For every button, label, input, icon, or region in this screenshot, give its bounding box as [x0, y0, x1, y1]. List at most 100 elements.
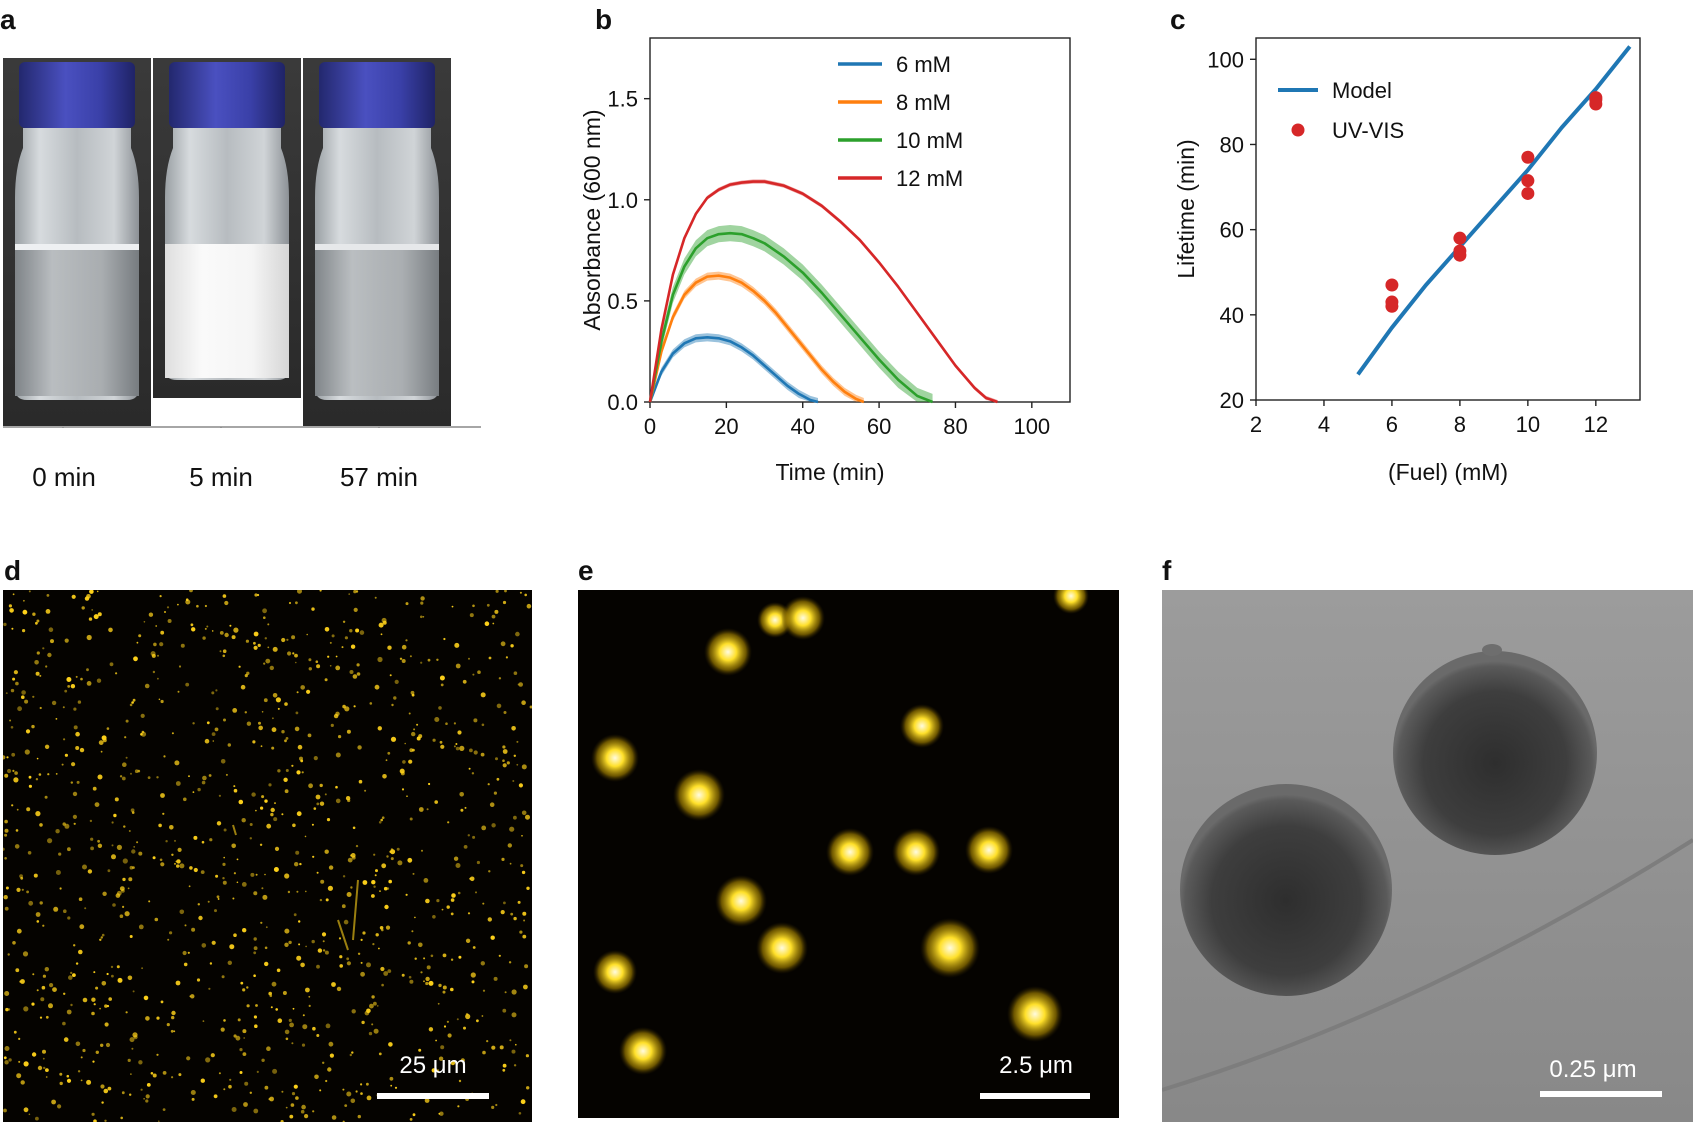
dot	[73, 822, 76, 825]
dot	[26, 890, 29, 894]
dot	[225, 773, 228, 776]
dot	[12, 769, 15, 772]
dot	[131, 849, 136, 854]
dot	[253, 645, 258, 650]
dot	[235, 1035, 241, 1041]
dot	[71, 594, 76, 599]
dot	[428, 1027, 434, 1032]
dot	[438, 1056, 444, 1061]
dot	[219, 631, 224, 635]
dot	[92, 786, 97, 791]
dot	[329, 665, 332, 667]
vial-label-2: 57 min	[339, 462, 419, 492]
dot	[468, 657, 470, 660]
dot	[295, 661, 297, 664]
dot	[521, 835, 523, 837]
dot	[52, 987, 57, 992]
dot	[351, 1051, 354, 1054]
dot	[67, 847, 71, 852]
dot	[349, 1053, 352, 1057]
dot	[23, 1107, 29, 1113]
dot	[72, 791, 78, 797]
dot	[312, 1026, 316, 1031]
dot	[47, 773, 50, 776]
legend-label-model: Model	[1332, 78, 1392, 103]
dot	[202, 636, 206, 640]
dot	[134, 769, 139, 773]
dot	[267, 623, 270, 626]
dot	[166, 1023, 170, 1027]
dot	[420, 661, 423, 664]
dot	[525, 1054, 530, 1058]
dot	[377, 726, 382, 731]
dot	[148, 900, 151, 903]
dot	[93, 971, 96, 974]
dot	[240, 684, 246, 690]
dot	[322, 940, 325, 943]
dot	[153, 642, 157, 647]
dot	[526, 603, 532, 609]
dot	[498, 954, 501, 957]
dot	[179, 863, 185, 869]
dot	[482, 902, 485, 905]
dot	[152, 1073, 157, 1078]
dot	[62, 706, 65, 709]
dot	[322, 1061, 325, 1064]
dot	[165, 840, 168, 843]
dot	[223, 828, 227, 832]
dot	[189, 995, 192, 998]
legend-label: 10 mM	[896, 128, 963, 153]
dot	[295, 1096, 299, 1100]
dot	[156, 1016, 160, 1020]
dot	[257, 643, 261, 647]
dot	[5, 692, 8, 694]
dot	[70, 1003, 73, 1007]
dot	[78, 949, 83, 955]
dot	[284, 942, 289, 947]
dot	[23, 1006, 29, 1012]
droplet	[1053, 590, 1089, 614]
dot	[160, 1000, 164, 1004]
dot	[185, 599, 191, 605]
dot	[293, 913, 297, 917]
dot	[184, 924, 187, 927]
dot	[90, 837, 94, 841]
dot	[291, 764, 294, 767]
dot	[76, 780, 80, 784]
dot	[494, 609, 499, 614]
plot-frame	[649, 37, 1071, 403]
dot	[75, 731, 80, 737]
dot	[324, 627, 330, 632]
dot	[408, 759, 413, 764]
dot	[170, 1029, 174, 1033]
dot	[236, 858, 239, 861]
dot	[31, 724, 35, 729]
dot	[457, 891, 461, 895]
dot	[513, 815, 517, 820]
dot	[329, 641, 332, 644]
dot	[196, 978, 201, 982]
dot	[498, 677, 502, 680]
dot	[86, 668, 89, 672]
dot	[378, 947, 380, 950]
dot	[453, 722, 456, 725]
scale-label-e: 2.5 μm	[999, 1052, 1073, 1079]
dot	[487, 917, 492, 922]
dot	[116, 965, 120, 969]
dot	[8, 604, 12, 608]
series-band	[650, 271, 864, 402]
uvvis-point	[1453, 231, 1467, 245]
dot	[103, 1088, 109, 1094]
dot	[296, 770, 301, 775]
dot	[10, 688, 15, 693]
dot	[15, 681, 19, 686]
dot	[107, 869, 111, 873]
dot	[264, 1085, 269, 1090]
dot	[524, 964, 529, 969]
dot	[344, 1104, 348, 1107]
dot	[114, 797, 119, 802]
dot	[233, 788, 238, 793]
dot	[346, 961, 351, 966]
dot	[242, 1029, 247, 1034]
dot	[232, 708, 238, 713]
